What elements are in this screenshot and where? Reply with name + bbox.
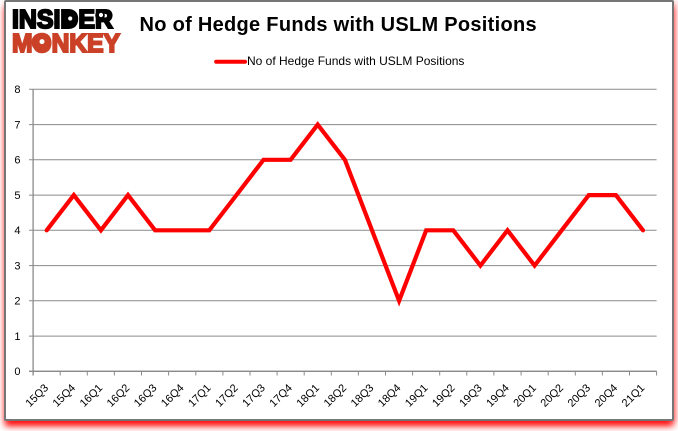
svg-text:2: 2 (14, 296, 20, 308)
svg-text:6: 6 (14, 155, 20, 167)
svg-text:20Q4: 20Q4 (593, 382, 621, 410)
svg-text:No of Hedge Funds with USLM Po: No of Hedge Funds with USLM Positions (140, 14, 537, 36)
svg-text:15Q4: 15Q4 (51, 382, 79, 410)
svg-text:18Q1: 18Q1 (294, 382, 322, 410)
svg-text:MONKEY: MONKEY (12, 28, 120, 58)
svg-text:19Q3: 19Q3 (457, 382, 485, 410)
svg-text:17Q1: 17Q1 (186, 382, 214, 410)
svg-text:17Q3: 17Q3 (240, 382, 268, 410)
svg-text:20Q3: 20Q3 (566, 382, 594, 410)
svg-text:18Q3: 18Q3 (349, 382, 377, 410)
svg-text:17Q4: 17Q4 (267, 382, 295, 410)
svg-text:19Q1: 19Q1 (403, 382, 431, 410)
svg-text:7: 7 (14, 120, 20, 132)
svg-text:INSIDER: INSIDER (12, 4, 113, 34)
svg-text:15Q3: 15Q3 (23, 382, 51, 410)
svg-text:8: 8 (14, 84, 20, 96)
svg-text:5: 5 (14, 190, 20, 202)
svg-text:1: 1 (14, 331, 20, 343)
svg-text:19Q2: 19Q2 (430, 382, 458, 410)
svg-text:20Q2: 20Q2 (538, 382, 566, 410)
svg-text:17Q2: 17Q2 (213, 382, 241, 410)
svg-text:No of Hedge Funds with USLM Po: No of Hedge Funds with USLM Positions (247, 54, 464, 68)
svg-text:4: 4 (14, 225, 20, 237)
svg-text:21Q1: 21Q1 (620, 382, 648, 410)
svg-text:16Q4: 16Q4 (159, 382, 187, 410)
svg-text:18Q4: 18Q4 (376, 382, 404, 410)
svg-text:18Q2: 18Q2 (322, 382, 350, 410)
svg-text:3: 3 (14, 260, 20, 272)
svg-text:20Q1: 20Q1 (511, 382, 539, 410)
svg-text:16Q1: 16Q1 (78, 382, 106, 410)
svg-text:19Q4: 19Q4 (484, 382, 512, 410)
svg-text:0: 0 (14, 366, 20, 378)
svg-text:16Q2: 16Q2 (105, 382, 133, 410)
svg-text:16Q3: 16Q3 (132, 382, 160, 410)
